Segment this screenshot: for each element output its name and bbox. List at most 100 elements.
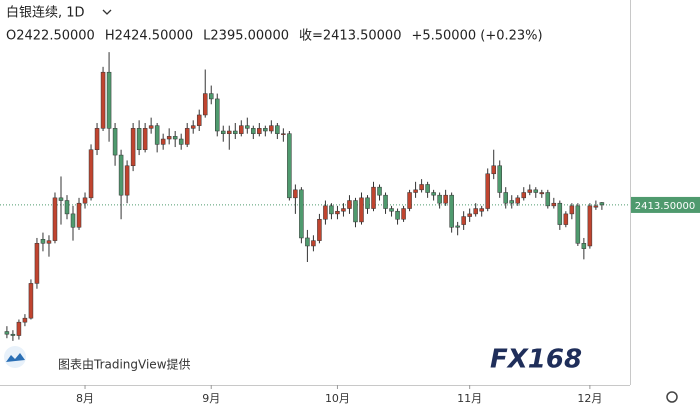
candle-body — [196, 114, 202, 126]
tradingview-icon-bg — [4, 346, 26, 368]
ohlc-label: L2395.00000 — [203, 29, 289, 44]
candle-body — [329, 205, 334, 215]
candle-body — [202, 93, 208, 116]
interval-caret[interactable] — [102, 9, 112, 15]
candle-body — [106, 71, 112, 129]
candle-body — [407, 192, 412, 209]
candle-body — [46, 240, 52, 244]
chart-title[interactable]: 白银连续, 1D — [6, 5, 85, 21]
candle-body — [221, 130, 226, 134]
candle-body — [58, 197, 64, 201]
candle-body — [178, 138, 184, 145]
candle-body — [515, 197, 520, 204]
price-label: 2413.50000 — [635, 201, 695, 212]
candle-body — [473, 208, 478, 215]
candle-body — [4, 331, 10, 335]
ohlc-label: H2424.50000 — [105, 29, 193, 44]
candle-body — [419, 184, 424, 191]
candle-body — [28, 283, 34, 319]
candle-body — [269, 125, 274, 132]
candle-body — [10, 333, 16, 336]
candle-body — [22, 317, 28, 323]
x-tick-label: 12月 — [577, 392, 602, 405]
candle-body — [533, 189, 539, 193]
candle-body — [160, 138, 166, 145]
ohlc-label: +5.50000 (+0.23%) — [411, 29, 542, 44]
candle-body — [365, 197, 370, 209]
candle-body — [172, 136, 178, 140]
candle-body — [323, 205, 328, 220]
candle-body — [215, 98, 220, 132]
candle-body — [569, 205, 575, 215]
candle-body — [317, 218, 322, 241]
candle-body — [293, 189, 298, 199]
candle-body — [461, 216, 466, 225]
settings-icon[interactable] — [666, 391, 678, 403]
candle-body — [100, 71, 106, 129]
candle-body — [184, 128, 190, 145]
candle-body — [383, 194, 388, 209]
candle-body — [233, 130, 238, 134]
candle-body — [142, 128, 148, 150]
candle-body — [539, 192, 545, 195]
ohlc-label: O2422.50000 — [6, 29, 95, 44]
candle-body — [52, 197, 58, 241]
candle-body — [311, 240, 316, 247]
gear[interactable] — [666, 391, 678, 403]
ohlc-label: 收=2413.50000 — [299, 29, 401, 44]
x-tick-label: 10月 — [325, 392, 350, 405]
x-tick-label: 11月 — [457, 392, 482, 405]
candle-body — [257, 128, 262, 134]
candle-body — [287, 133, 292, 199]
candle-body — [64, 200, 70, 215]
candle-body — [425, 184, 430, 193]
candle-body — [88, 149, 94, 199]
candle-body — [227, 130, 232, 134]
candle-body — [281, 133, 286, 135]
candle-body — [449, 194, 454, 228]
candle-body — [377, 186, 382, 196]
watermark: 图表由TradingView提供 — [4, 346, 191, 372]
candle-body — [112, 128, 118, 156]
candle-body — [431, 192, 436, 196]
tradingview-icon — [6, 353, 25, 362]
candle-body — [413, 189, 418, 193]
watermark-text: 图表由TradingView提供 — [58, 357, 191, 372]
candle-body — [124, 165, 130, 196]
candle-body — [130, 128, 136, 167]
candle-body — [136, 128, 142, 150]
candle-body — [359, 197, 364, 223]
candle-body — [305, 237, 310, 247]
candle-body — [521, 192, 527, 199]
candle-body — [581, 243, 587, 249]
candle-body — [208, 93, 214, 100]
candle-body — [497, 165, 502, 193]
candle-body — [263, 128, 268, 132]
candle-body — [371, 186, 376, 209]
candle-body — [299, 189, 304, 239]
candle-body — [16, 321, 22, 336]
ohlc-legend: O2422.50000 H2424.50000 L2395.00000 收=2413.… — [6, 29, 543, 44]
logo: FX168 — [490, 345, 582, 375]
candle-body — [443, 194, 448, 204]
candle-body — [154, 125, 160, 145]
candle-body — [118, 154, 124, 196]
candle-body — [341, 208, 346, 212]
candle-body — [551, 202, 557, 207]
candle-body — [335, 210, 340, 215]
candle-body — [485, 173, 490, 209]
candle-body — [479, 208, 484, 212]
candle-body — [40, 239, 46, 244]
candle-body — [509, 200, 514, 204]
x-tick-label: 8月 — [76, 392, 94, 405]
candle-body — [467, 213, 472, 217]
price-label-bg — [631, 196, 700, 213]
candle-body — [437, 194, 442, 204]
candle-body — [251, 128, 256, 134]
candle-body — [166, 136, 172, 140]
candle-body — [239, 125, 244, 134]
candle-body — [347, 200, 352, 209]
x-tick-label: 9月 — [202, 392, 220, 405]
